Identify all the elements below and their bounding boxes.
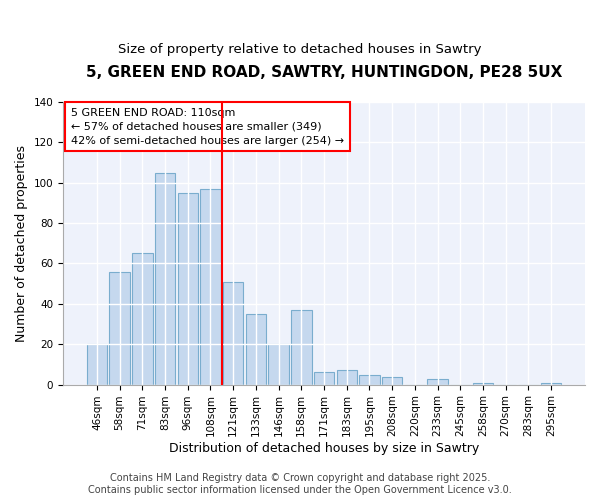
- Text: 5 GREEN END ROAD: 110sqm
← 57% of detached houses are smaller (349)
42% of semi-: 5 GREEN END ROAD: 110sqm ← 57% of detach…: [71, 108, 344, 146]
- Bar: [109, 272, 130, 384]
- Bar: [132, 254, 152, 384]
- Bar: [541, 382, 561, 384]
- Bar: [223, 282, 244, 385]
- Bar: [382, 376, 403, 384]
- Bar: [291, 310, 311, 384]
- Bar: [178, 193, 198, 384]
- Bar: [427, 378, 448, 384]
- Bar: [314, 372, 334, 384]
- Text: Size of property relative to detached houses in Sawtry: Size of property relative to detached ho…: [118, 42, 482, 56]
- Bar: [359, 374, 380, 384]
- Bar: [155, 172, 175, 384]
- Bar: [337, 370, 357, 384]
- Bar: [245, 314, 266, 384]
- Bar: [268, 344, 289, 385]
- Bar: [473, 382, 493, 384]
- Text: Contains HM Land Registry data © Crown copyright and database right 2025.
Contai: Contains HM Land Registry data © Crown c…: [88, 474, 512, 495]
- Title: 5, GREEN END ROAD, SAWTRY, HUNTINGDON, PE28 5UX: 5, GREEN END ROAD, SAWTRY, HUNTINGDON, P…: [86, 65, 562, 80]
- Y-axis label: Number of detached properties: Number of detached properties: [15, 145, 28, 342]
- X-axis label: Distribution of detached houses by size in Sawtry: Distribution of detached houses by size …: [169, 442, 479, 455]
- Bar: [87, 344, 107, 385]
- Bar: [200, 189, 221, 384]
